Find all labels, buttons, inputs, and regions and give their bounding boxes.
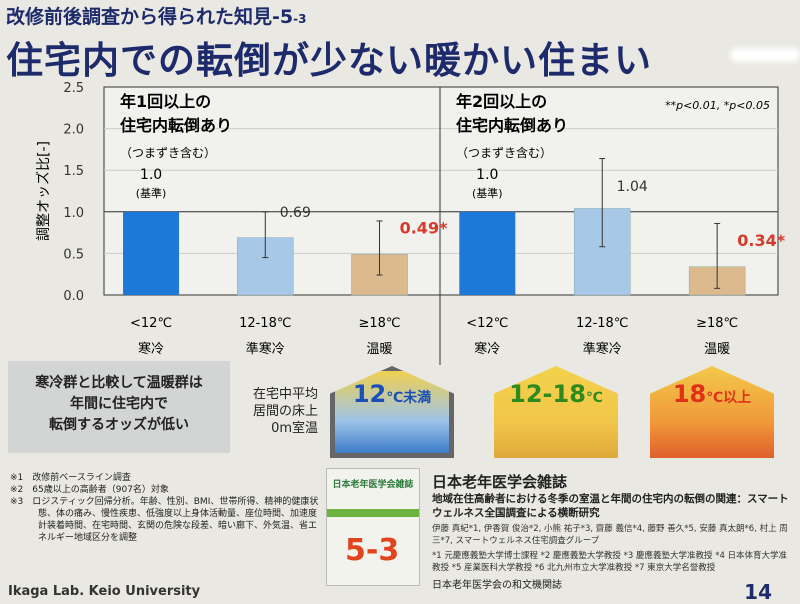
- x-tick-sublabel: 準寒冷: [246, 341, 285, 357]
- summary-box: 寒冷群と比較して温暖群は 年間に住宅内で 転倒するオッズが低い: [8, 361, 230, 453]
- panel-title: 年1回以上の: [120, 92, 211, 111]
- panel-title-note: （つまずき含む）: [120, 145, 216, 160]
- x-tick-label: 12-18℃: [239, 316, 291, 331]
- x-tick-label: 12-18℃: [576, 316, 628, 331]
- x-tick-sublabel: 温暖: [704, 342, 730, 357]
- y-tick-label: 2.0: [63, 123, 84, 138]
- data-label: 0.34*: [737, 231, 785, 250]
- data-label: 1.04: [617, 179, 648, 195]
- footnote: ※2 65歳以上の高齢者（907名）対象: [10, 485, 169, 495]
- summary-text: 寒冷群と比較して温暖群は 年間に住宅内で 転倒するオッズが低い: [35, 375, 203, 433]
- data-label: 0.49*: [400, 218, 448, 237]
- significance-note: **p<0.01, *p<0.05: [665, 99, 770, 112]
- y-tick-label: 0.0: [63, 289, 84, 304]
- panel-title: 住宅内転倒あり: [456, 116, 568, 135]
- journal-reference: 日本老年医学会雑誌 地域在住高齢者における冬季の室温と年間の住宅内の転倒の関連：…: [432, 471, 792, 591]
- data-label: 1.0: [140, 167, 162, 183]
- odds-ratio-chart: 0.0 0.5 1.0 1.5 2.0 2.5 調整オッズ比[-] 年1回以上の住宅内転倒あり…: [36, 81, 786, 365]
- x-tick-sublabel: 寒冷: [138, 341, 164, 357]
- bar: [123, 211, 180, 295]
- slide-subtitle: 改修前後調査から得られた知見-5-3: [6, 6, 307, 28]
- house-cold: 12℃未満: [330, 366, 454, 458]
- panel-title: 住宅内転倒あり: [120, 116, 232, 135]
- journal-cover: 日本老年医学会雑誌 5-3: [326, 468, 420, 586]
- footnotes: ※1 改修前ベースライン調査 ※2 65歳以上の高齢者（907名）対象 ※3 ロ…: [10, 472, 320, 544]
- bar: [459, 211, 516, 295]
- x-tick-sublabel: 寒冷: [474, 341, 500, 357]
- x-tick-label: ≥18℃: [696, 316, 738, 331]
- lab-name: Ikaga Lab. Keio University: [8, 584, 201, 599]
- authors: 伊藤 真紀*1, 伊香賀 俊治*2, 小熊 祐子*3, 齋藤 義信*4, 藤野 …: [432, 524, 788, 546]
- x-tick-sublabel: 準寒冷: [583, 341, 622, 357]
- panel-title-note: （つまずき含む）: [456, 145, 552, 160]
- footnote: ※1 改修前ベースライン調査: [10, 473, 131, 483]
- y-axis-label: 調整オッズ比[-]: [36, 141, 52, 241]
- data-label: 1.0: [476, 167, 498, 183]
- house-semi: 12-18℃: [494, 366, 618, 458]
- y-tick-label: 2.5: [63, 81, 84, 96]
- floor-temp-label: 在宅中平均 居間の床上 0m室温: [252, 387, 318, 436]
- x-tick-label: <12℃: [466, 316, 508, 331]
- paper-title: 地域在住高齢者における冬季の室温と年間の住宅内の転倒の関連：スマートウェルネス全…: [432, 493, 789, 519]
- x-tick-sublabel: 温暖: [367, 342, 393, 357]
- house-warm: 18℃以上: [650, 366, 774, 458]
- y-tick-label: 1.5: [63, 164, 84, 179]
- slide-title: 住宅内での転倒が少ない暖かい住まい: [6, 39, 652, 82]
- screen-glare: [730, 48, 800, 62]
- y-tick-label: 1.0: [63, 206, 84, 221]
- x-tick-label: ≥18℃: [358, 316, 400, 331]
- affiliations: *1 元慶應義塾大学博士課程 *2 慶應義塾大学教授 *3 慶應義塾大学准教授 …: [432, 551, 788, 573]
- footnote: ※3 ロジスティック回帰分析。年齢、性別、BMI、世帯所得、精神的健康状態、体の…: [10, 497, 319, 543]
- reference-note: (基準): [136, 186, 167, 200]
- y-tick-label: 0.5: [63, 247, 84, 262]
- data-label: 0.69: [280, 205, 311, 221]
- x-tick-label: <12℃: [130, 316, 172, 331]
- journal-note: 日本老年医学会の和文機関誌: [432, 580, 562, 591]
- panel-title: 年2回以上の: [456, 92, 547, 111]
- plot-area: [103, 86, 779, 296]
- reference-note: (基準): [472, 186, 503, 200]
- page-number: 14: [744, 580, 772, 604]
- journal-name: 日本老年医学会雑誌: [432, 473, 568, 491]
